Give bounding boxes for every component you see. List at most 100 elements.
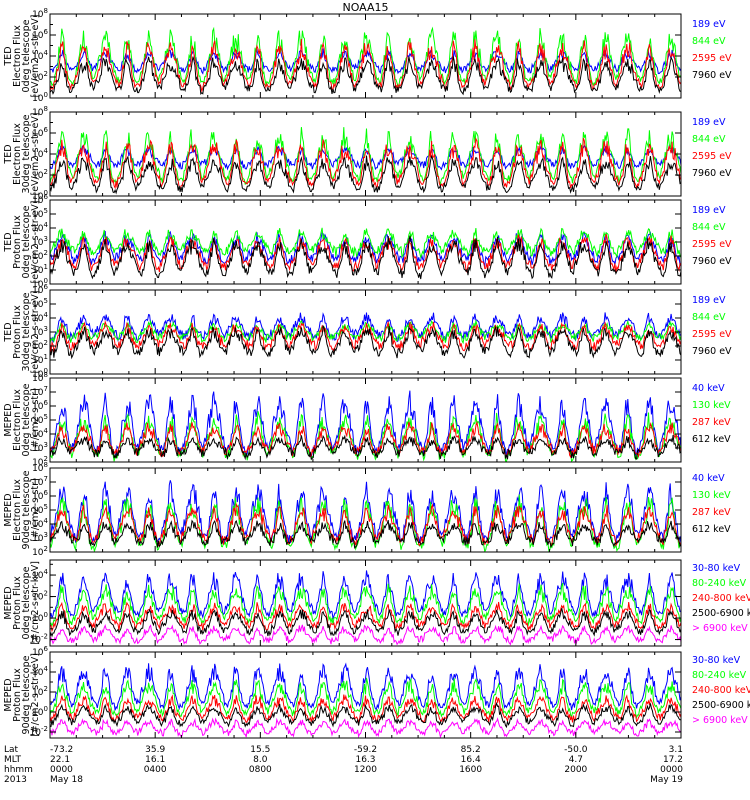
time-axis-row-label: hhmm <box>4 765 33 775</box>
y-tick-label: 100 <box>32 189 48 202</box>
y-axis-label: 30deg telescope <box>21 114 32 193</box>
series-line <box>50 662 681 711</box>
y-tick-label: 106 <box>32 399 48 412</box>
series-line <box>50 324 681 360</box>
legend-entry: > 6900 keV <box>692 623 748 634</box>
panel-5-series <box>50 390 681 462</box>
y-tick-label: 10-2 <box>30 633 48 646</box>
legend-entry: 189 eV <box>692 117 726 128</box>
y-axis-label: TED <box>3 232 14 252</box>
legend-entry: 189 eV <box>692 19 726 30</box>
y-axis-label: Proton Flux <box>12 576 23 630</box>
series-line <box>50 601 681 633</box>
y-tick-label: 102 <box>32 339 48 352</box>
series-line <box>50 56 681 96</box>
y-axis-label: 90deg telescope <box>21 470 32 549</box>
series-line <box>50 38 681 93</box>
y-tick-label: 100 <box>32 611 48 624</box>
y-tick-label: 102 <box>32 70 48 83</box>
legend-entry: 7960 eV <box>692 346 732 357</box>
y-axis-label: TED <box>3 144 14 164</box>
series-line <box>50 582 681 627</box>
y-tick-label: 106 <box>32 126 48 139</box>
legend-entry: 7960 eV <box>692 256 732 267</box>
y-axis-label: [eV/cm2-s-str-eV] <box>30 200 41 283</box>
tick-lat: -73.2 <box>50 745 73 755</box>
y-tick-label: 104 <box>32 147 48 160</box>
legend-entry: 844 eV <box>692 312 726 323</box>
y-tick-label: 102 <box>32 590 48 603</box>
y-axis-label: TED <box>3 322 14 342</box>
y-tick-label: 104 <box>32 221 48 234</box>
y-axis-label: MEPED <box>3 403 14 436</box>
y-tick-label: 108 <box>32 371 48 384</box>
panel-3-series <box>50 227 681 280</box>
y-axis-label: 0deg telescope <box>21 566 32 639</box>
series-line <box>50 154 681 195</box>
tick-mlt: 22.1 <box>50 755 70 765</box>
tick-date: May 18 <box>50 775 83 785</box>
y-axis-label: [#/cm2-s-str-keV] <box>30 561 41 645</box>
time-axis-row-label: MLT <box>4 755 22 765</box>
tick-lat: -50.0 <box>564 745 588 755</box>
series-line <box>50 230 681 268</box>
tick-hhmm: 2000 <box>564 765 587 775</box>
legend-entry: 240-800 keV <box>692 593 750 604</box>
y-axis-label: Proton Flux <box>12 668 23 722</box>
y-axis-label: [#/cm2-s-str-keV] <box>30 653 41 737</box>
y-axis-label: Electron Flux <box>12 123 23 185</box>
tick-lat: -59.2 <box>354 745 377 755</box>
tick-hhmm: 0000 <box>50 765 73 775</box>
y-axis-label: Proton Flux <box>12 215 23 269</box>
y-tick-label: 101 <box>32 353 48 366</box>
series-line <box>50 320 681 353</box>
legend-entry: 130 keV <box>692 400 731 411</box>
y-tick-label: 107 <box>32 385 48 398</box>
legend-entry: 2595 eV <box>692 151 732 162</box>
series-line <box>50 608 681 638</box>
time-axis-row-label: 2013 <box>4 775 27 785</box>
y-tick-label: 108 <box>32 7 48 20</box>
legend-entry: 287 keV <box>692 507 731 518</box>
y-tick-label: 106 <box>32 28 48 41</box>
y-axis-label: [eV/cm2-s-str-eV] <box>30 290 41 373</box>
y-tick-label: 102 <box>32 168 48 181</box>
tick-hhmm: 0000 <box>660 765 683 775</box>
time-axis-row-label: Lat <box>4 745 19 755</box>
panel-6-series <box>50 480 681 552</box>
legend-entry: 2500-6900 keV <box>692 608 750 619</box>
y-axis-label: TED <box>3 46 14 66</box>
legend-entry: 80-240 keV <box>692 670 747 681</box>
y-tick-label: 102 <box>32 455 48 468</box>
y-tick-label: 102 <box>32 685 48 698</box>
legend-entry: 2595 eV <box>692 329 732 340</box>
y-tick-label: 106 <box>32 193 48 206</box>
tick-hhmm: 1200 <box>354 765 377 775</box>
series-line <box>50 235 681 280</box>
y-tick-label: 108 <box>32 461 48 474</box>
series-line <box>50 701 681 729</box>
legend-entry: 844 eV <box>692 134 726 145</box>
y-axis-label: Proton Flux <box>12 305 23 359</box>
series-line <box>50 694 681 724</box>
series-line <box>50 434 681 461</box>
y-tick-label: 100 <box>32 277 48 290</box>
legend-entry: > 6900 keV <box>692 715 748 726</box>
panel-8-series <box>50 662 681 738</box>
series-line <box>50 144 681 171</box>
series-line <box>50 494 681 552</box>
tick-mlt: 16.4 <box>461 755 481 765</box>
tick-hhmm: 1600 <box>459 765 482 775</box>
tick-hhmm: 0400 <box>144 765 167 775</box>
legend-entry: 612 keV <box>692 434 731 445</box>
y-tick-label: 100 <box>32 705 48 718</box>
y-tick-label: 103 <box>32 441 48 454</box>
legend-entry: 80-240 keV <box>692 578 747 589</box>
panel-1-series <box>50 26 681 96</box>
